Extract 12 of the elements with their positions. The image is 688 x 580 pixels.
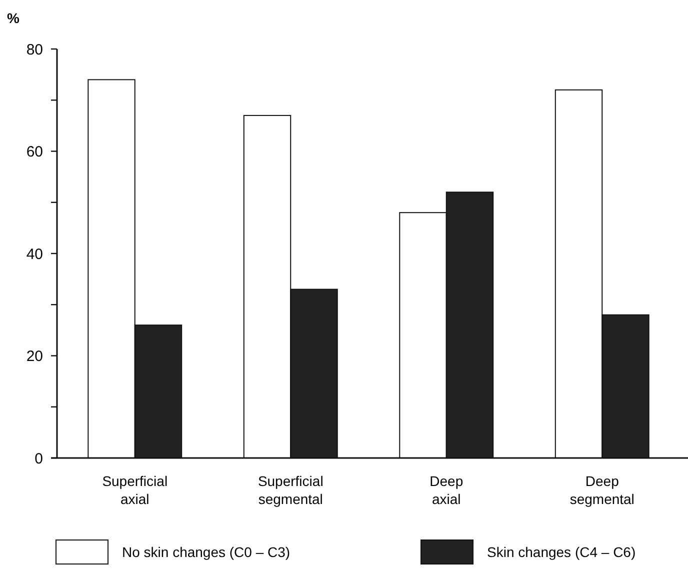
x-tick-label: Superficial segmental [258,473,324,507]
legend-label: No skin changes (C0 – C3) [122,544,290,560]
y-tick-label: 40 [26,246,43,263]
y-axis-title: % [7,10,20,26]
x-tick-label: Deep segmental [570,473,634,507]
y-tick-label: 60 [26,144,43,160]
y-tick-label: 0 [34,450,43,468]
x-tick-label: Deep axial [430,473,464,507]
y-tick-label: 20 [26,348,43,365]
legend-label: Skin changes (C4 – C6) [487,544,636,560]
x-tick-label: Superficial axial [102,473,168,507]
y-tick-label: 80 [26,41,43,58]
